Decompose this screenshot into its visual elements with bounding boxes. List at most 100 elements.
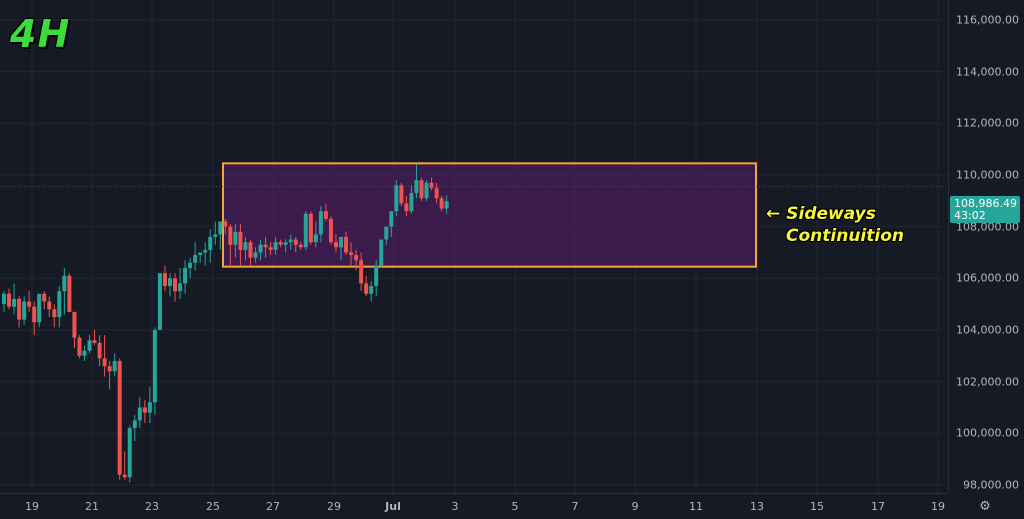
range-box xyxy=(222,162,757,268)
current-price: 108,986.49 xyxy=(954,197,1017,210)
time-tick-label: 9 xyxy=(631,500,639,513)
candle-body xyxy=(283,242,288,245)
candle-body xyxy=(72,311,77,338)
candle-body xyxy=(2,293,6,305)
timeframe-label: 4H xyxy=(10,12,71,56)
candle-body xyxy=(112,360,117,372)
candle-body xyxy=(137,407,142,421)
candle-body xyxy=(198,252,203,256)
candle-body xyxy=(258,244,263,253)
time-tick-label: 19 xyxy=(25,500,39,513)
time-tick-label: 11 xyxy=(689,500,703,513)
price-tick-label: 110,000.00 xyxy=(956,168,1019,182)
candle-body xyxy=(409,193,414,212)
price-tick-label: 112,000.00 xyxy=(956,116,1019,130)
time-tick-label: 29 xyxy=(327,500,341,513)
candle-body xyxy=(263,244,268,248)
candle-body xyxy=(288,239,293,243)
candle-body xyxy=(62,275,67,292)
candle-body xyxy=(364,283,369,294)
annotation-line2: Continuition xyxy=(786,226,904,246)
time-tick-label: 19 xyxy=(931,500,945,513)
candle-body xyxy=(12,298,17,307)
time-tick-label: 13 xyxy=(750,500,764,513)
candlestick-chart[interactable] xyxy=(0,0,948,493)
time-tick-label: 25 xyxy=(206,500,220,513)
time-axis[interactable]: 19 21 23 25 27 29 Jul 3 5 7 9 11 13 15 17 19 xyxy=(0,493,948,519)
candle-body xyxy=(87,340,92,351)
time-tick-label: 17 xyxy=(871,500,885,513)
bar-countdown: 43:02 xyxy=(954,209,986,222)
candle-body xyxy=(147,402,152,413)
current-price-tag: 108,986.49 43:02 xyxy=(950,196,1020,223)
time-tick-label: 15 xyxy=(810,500,824,513)
candle-body xyxy=(359,260,364,284)
candle-body xyxy=(223,221,228,227)
candle-body xyxy=(273,242,278,250)
candle-body xyxy=(52,309,57,318)
candle-body xyxy=(188,262,193,268)
candle-body xyxy=(57,291,62,318)
candle-body xyxy=(243,242,248,250)
candle-body xyxy=(152,329,157,403)
candle-body xyxy=(419,180,424,199)
candle-body xyxy=(268,247,273,250)
candle-body xyxy=(27,301,32,307)
candle-body xyxy=(203,249,208,253)
candle-body xyxy=(439,198,444,209)
candle-body xyxy=(318,211,323,235)
sideways-annotation: ← Sideways Continuition xyxy=(766,203,904,247)
candle-body xyxy=(213,234,218,237)
candle-body xyxy=(354,255,359,261)
candle-body xyxy=(424,182,429,199)
candle-body xyxy=(102,358,107,367)
candle-body xyxy=(253,252,258,258)
candle-body xyxy=(97,342,102,359)
candle-body xyxy=(173,278,178,292)
candle-body xyxy=(218,221,223,235)
candle-body xyxy=(293,239,298,245)
annotation-line1: Sideways xyxy=(786,204,876,224)
candle-body xyxy=(414,180,419,194)
price-tick-label: 98,000.00 xyxy=(963,478,1019,492)
time-tick-label: 27 xyxy=(266,500,280,513)
candle-body xyxy=(379,239,384,266)
candle-body xyxy=(47,301,52,310)
candle-body xyxy=(77,337,82,356)
candle-body xyxy=(389,211,394,227)
candle-body xyxy=(328,218,333,243)
candle-body xyxy=(157,273,162,330)
candle-body xyxy=(399,185,404,204)
candle-body xyxy=(42,293,47,302)
candle-body xyxy=(394,185,399,212)
candle-body xyxy=(303,213,308,248)
candle-body xyxy=(117,360,122,475)
candle-body xyxy=(107,366,112,372)
price-tick-label: 104,000.00 xyxy=(956,323,1019,337)
price-axis[interactable]: 116,000.00 114,000.00 112,000.00 110,000.00… xyxy=(948,0,1024,493)
candle-body xyxy=(132,420,137,429)
candle-body xyxy=(167,278,172,287)
candle-body xyxy=(208,236,213,250)
price-tick-label: 106,000.00 xyxy=(956,271,1019,285)
candle-body xyxy=(127,428,132,478)
chart-plot-area[interactable] xyxy=(0,0,948,493)
price-tick-label: 116,000.00 xyxy=(956,13,1019,27)
candle-body xyxy=(374,265,379,287)
candle-body xyxy=(92,340,97,343)
candle-body xyxy=(404,203,409,212)
price-tick-label: 114,000.00 xyxy=(956,65,1019,79)
candle-body xyxy=(122,474,127,478)
candle-body xyxy=(298,244,303,248)
settings-gear-icon[interactable]: ⚙ xyxy=(979,499,991,514)
candle-body xyxy=(193,255,198,263)
candle-body xyxy=(37,293,42,323)
candle-body xyxy=(67,275,72,312)
candle-body xyxy=(178,283,183,292)
price-tick-label: 102,000.00 xyxy=(956,375,1019,389)
time-tick-label: 5 xyxy=(511,500,519,513)
candle-body xyxy=(142,407,147,413)
candle-body xyxy=(323,211,328,219)
candle-body xyxy=(228,226,233,245)
candle-body xyxy=(429,182,434,188)
